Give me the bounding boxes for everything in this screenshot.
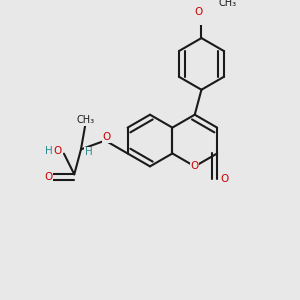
Text: O: O bbox=[190, 161, 199, 171]
Text: H: H bbox=[46, 146, 53, 156]
Text: O: O bbox=[44, 172, 53, 182]
Text: O: O bbox=[54, 146, 62, 156]
Text: O: O bbox=[194, 7, 202, 17]
Text: CH₃: CH₃ bbox=[76, 115, 94, 125]
Text: O: O bbox=[103, 133, 111, 142]
Text: O: O bbox=[220, 174, 229, 184]
Text: CH₃: CH₃ bbox=[218, 0, 236, 8]
Text: H: H bbox=[85, 147, 92, 158]
